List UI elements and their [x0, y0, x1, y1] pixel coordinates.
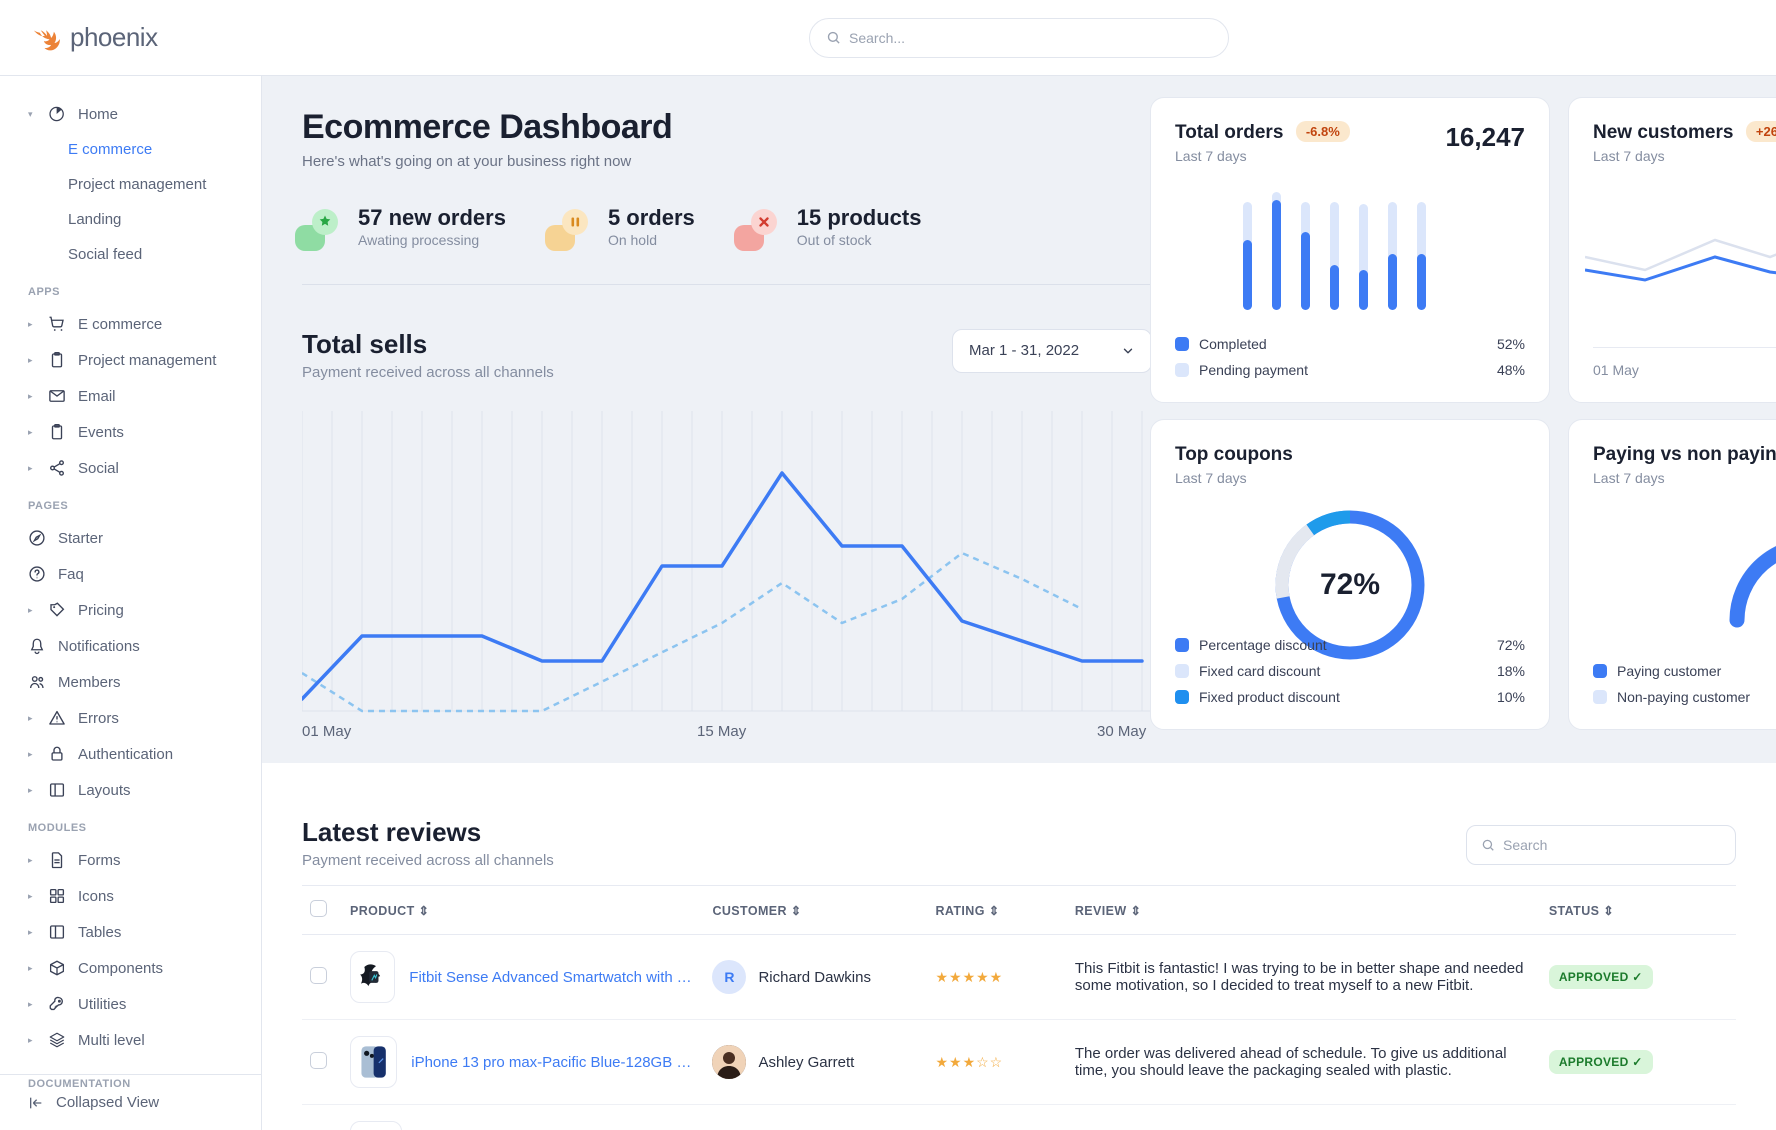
svg-text:72%: 72%	[1320, 568, 1380, 601]
